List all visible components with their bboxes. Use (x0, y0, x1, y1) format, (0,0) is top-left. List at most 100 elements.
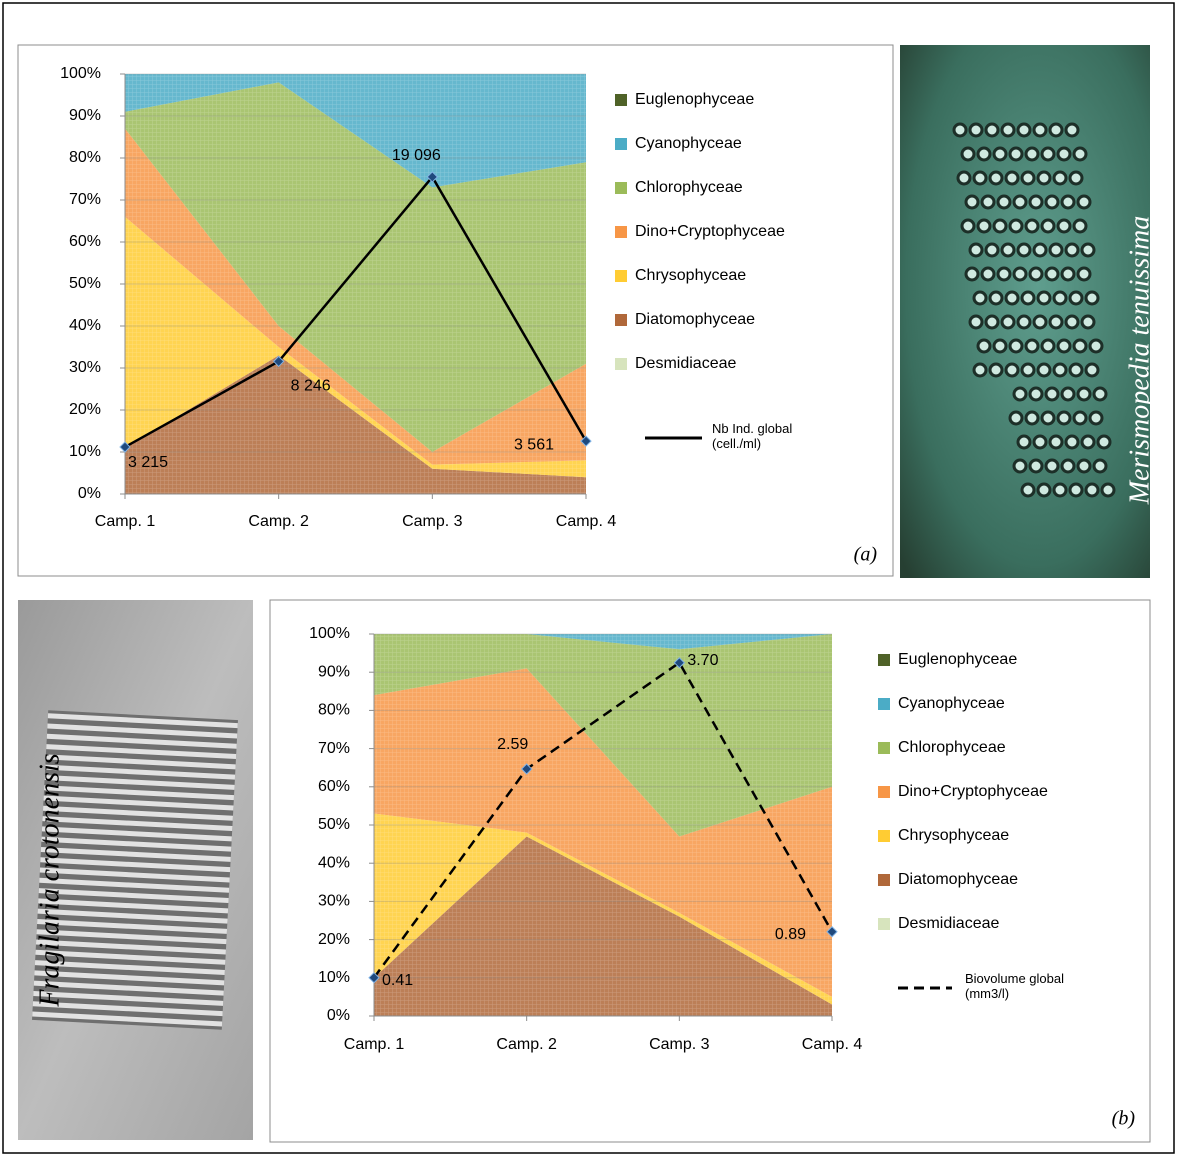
legend-swatch (878, 698, 890, 710)
legend-label: Chrysophyceae (635, 267, 746, 284)
legend-swatch (615, 314, 627, 326)
cell (1000, 242, 1016, 258)
stripe (44, 774, 235, 790)
line (124, 174, 588, 449)
cell (1064, 314, 1080, 330)
value-label: 0.41 (382, 972, 413, 989)
cell (1024, 218, 1040, 234)
cell (1012, 266, 1028, 282)
cell (1084, 362, 1100, 378)
photo-cells (952, 122, 1116, 498)
legend-swatch (878, 786, 890, 798)
cell (1048, 122, 1064, 138)
cell (992, 146, 1008, 162)
cell (1028, 458, 1044, 474)
stripe (33, 990, 224, 1006)
stripe (32, 1001, 223, 1017)
cell (996, 194, 1012, 210)
cell (1044, 386, 1060, 402)
cell (1076, 386, 1092, 402)
cell (972, 170, 988, 186)
cell (972, 362, 988, 378)
cell (1080, 434, 1096, 450)
cell (1012, 458, 1028, 474)
legend-swatch (615, 138, 627, 150)
stripe (32, 1011, 223, 1027)
cell (1040, 218, 1056, 234)
legend-label: Chrysophyceae (898, 827, 1009, 844)
cell (1008, 146, 1024, 162)
y-tick-label: 100% (309, 625, 350, 642)
cell (1048, 314, 1064, 330)
stripe (40, 857, 231, 873)
cell (1020, 482, 1036, 498)
stripe (47, 723, 238, 739)
legend-label: Cyanophyceae (898, 695, 1005, 712)
cell (1028, 194, 1044, 210)
cell (1044, 194, 1060, 210)
y-tick-label: 30% (318, 893, 350, 910)
cell (1080, 242, 1096, 258)
y-tick-label: 0% (78, 485, 101, 502)
cell (976, 338, 992, 354)
stripe (34, 970, 225, 986)
stripe (45, 754, 236, 770)
cell (992, 218, 1008, 234)
legend-label: Euglenophyceae (635, 91, 754, 108)
y-tick-label: 0% (327, 1007, 350, 1024)
y-tick-label: 40% (69, 317, 101, 334)
point (272, 355, 285, 368)
point (826, 926, 838, 938)
legend-swatch (878, 830, 890, 842)
x-tick-label: Camp. 1 (344, 1036, 405, 1053)
cell (1012, 386, 1028, 402)
cell (1008, 338, 1024, 354)
cell (1000, 122, 1016, 138)
cell (1100, 482, 1116, 498)
cell (964, 266, 980, 282)
legend-swatch (615, 94, 627, 106)
cell (988, 362, 1004, 378)
stripe (43, 795, 234, 811)
cell (1084, 482, 1100, 498)
cell (992, 338, 1008, 354)
stripe (44, 785, 235, 801)
photo-caption: Fragilaria crotonensis (34, 753, 65, 1007)
legend-label: Chlorophyceae (898, 739, 1006, 756)
cell (960, 218, 976, 234)
cell (1016, 434, 1032, 450)
y-tick-label: 50% (318, 816, 350, 833)
legend-swatch (878, 918, 890, 930)
cell (1004, 362, 1020, 378)
cell (1060, 266, 1076, 282)
y-tick-label: 30% (69, 359, 101, 376)
point (426, 171, 439, 183)
point (520, 763, 533, 775)
cell (1032, 314, 1048, 330)
cell (1060, 386, 1076, 402)
photo-caption: Merismopedia tenuissima (1124, 216, 1155, 506)
y-tick-label: 40% (318, 854, 350, 871)
area-texture (125, 74, 586, 494)
y-tick-label: 80% (69, 149, 101, 166)
cell (1024, 338, 1040, 354)
y-tick-label: 90% (318, 663, 350, 680)
cell (1064, 242, 1080, 258)
stripe (35, 949, 226, 965)
cell (1036, 362, 1052, 378)
x-tick-label: Camp. 3 (402, 513, 463, 530)
cell (1076, 194, 1092, 210)
stripe (42, 805, 233, 821)
cell (984, 122, 1000, 138)
cell (1072, 338, 1088, 354)
cell (984, 242, 1000, 258)
line (372, 660, 834, 979)
panel-label: (a) (854, 544, 878, 566)
legend-swatch (878, 654, 890, 666)
cell (1064, 434, 1080, 450)
y-tick-label: 70% (318, 740, 350, 757)
cell (1088, 338, 1104, 354)
cell (1048, 242, 1064, 258)
